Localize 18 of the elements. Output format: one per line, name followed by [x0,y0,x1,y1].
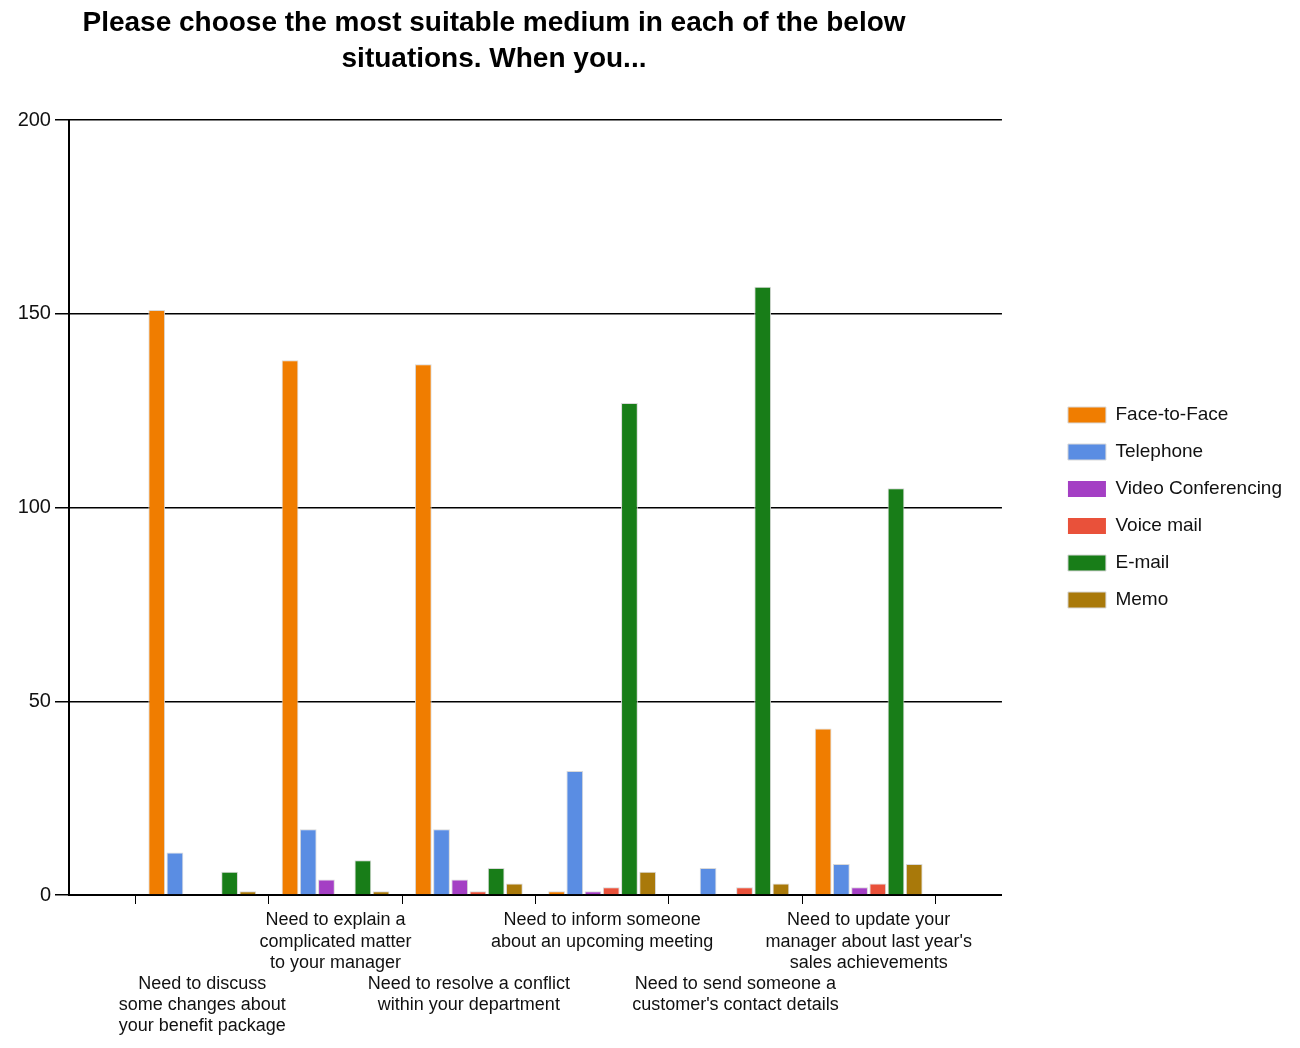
y-tick-label: 0 [39,882,51,905]
legend-label: Memo [1115,588,1169,610]
legend-label: Video Conferencing [1115,477,1282,499]
x-tick-label: Need to discuss some changes about your benefit package [118,972,286,1035]
x-tick-label: Need to inform someone about an upcoming meeting [491,909,714,951]
y-tick-label: 150 [17,301,51,324]
legend-label: Telephone [1115,440,1204,462]
x-tick-label: Need to update your manager about last year's sales achievements [765,909,972,972]
legend-label: Face-to-Face [1115,403,1229,425]
y-tick-label: 50 [28,688,51,711]
legend-label: Voice mail [1115,514,1203,536]
x-tick-label: Need to resolve a conflict within your department [367,972,570,1014]
chart-title: Please choose the most suitable medium in each of the below situations. When you... [81,5,907,75]
legend-label: E-mail [1115,551,1170,573]
y-tick-label: 200 [17,107,51,130]
x-tick-label: Need to send someone a customer's contact details [632,972,839,1014]
y-tick-label: 100 [17,495,51,518]
x-tick-label: Need to explain a complicated matter to your manager [259,909,412,972]
